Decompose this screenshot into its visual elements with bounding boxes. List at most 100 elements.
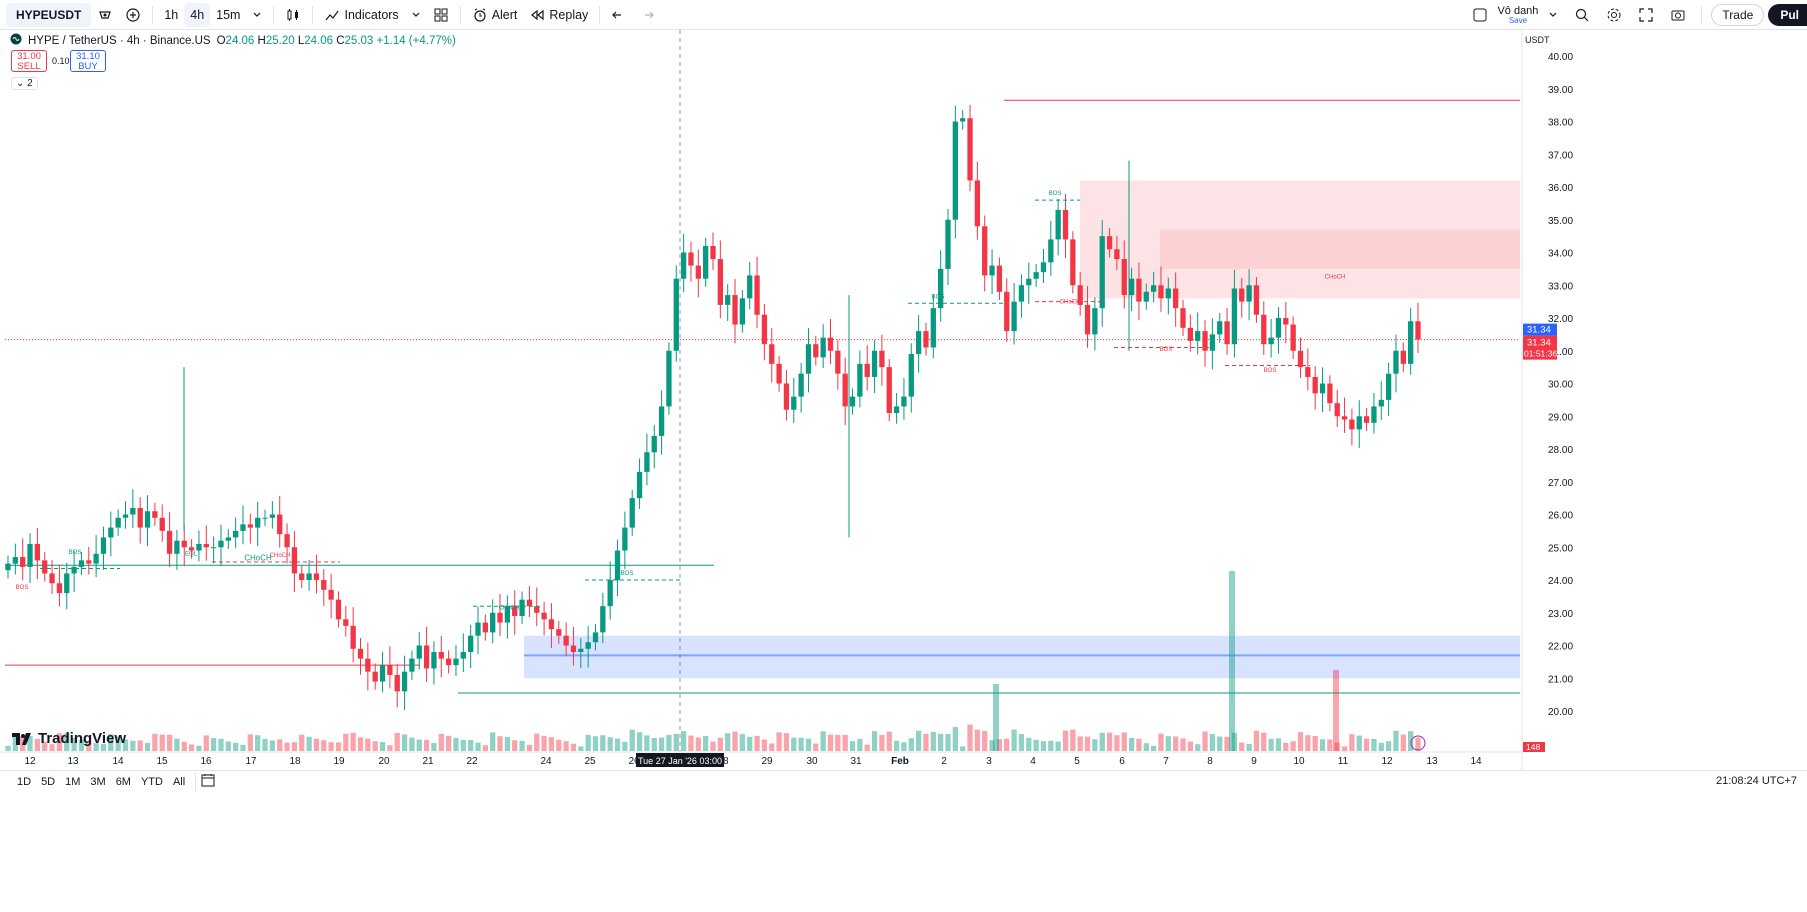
volume-bar: [1180, 738, 1186, 751]
buy-button[interactable]: 31.10 BUY: [70, 50, 106, 72]
candle-body: [512, 606, 518, 617]
volume-bar: [541, 735, 547, 751]
volume-bar: [5, 745, 11, 751]
candle-body: [1195, 331, 1201, 341]
volume-bar: [578, 746, 584, 751]
price-chart[interactable]: CHoCH BOS BOS CHoCH EQL CHoCH BOS CHoCH BOS CHoCH…: [0, 30, 1807, 770]
sell-label: SELL: [17, 61, 41, 72]
volume-bar: [49, 744, 55, 751]
candle-body: [1202, 331, 1208, 351]
redo-icon[interactable]: [633, 3, 661, 27]
time-tick-label: 22: [466, 756, 478, 767]
range-3m-button[interactable]: 3M: [90, 775, 106, 788]
legend-title[interactable]: HYPE / TetherUS · 4h · Binance.US: [28, 34, 211, 47]
range-6m-button[interactable]: 6M: [115, 775, 131, 788]
candle-body: [357, 648, 364, 659]
candle-body: [255, 517, 261, 528]
layout-checkbox-icon[interactable]: [1467, 3, 1493, 27]
structure-label: EQL: [185, 551, 198, 557]
volume-bar: [78, 739, 85, 751]
candle-body: [1011, 301, 1017, 332]
add-symbol-icon[interactable]: [119, 3, 147, 27]
volume-bar: [174, 738, 180, 751]
last-price-value-blue: 31.34: [1527, 325, 1551, 336]
candle-body: [468, 635, 474, 653]
tradingview-logo[interactable]: TradingView: [12, 730, 126, 747]
alert-button[interactable]: Alert: [466, 3, 524, 27]
volume-bar: [798, 737, 804, 751]
toolbar-divider: [312, 5, 314, 24]
goto-date-icon[interactable]: [201, 773, 215, 790]
candle-body: [277, 514, 283, 535]
volume-bar: [1231, 732, 1238, 751]
price-tick-label: 20.00: [1548, 707, 1573, 718]
clock-readout[interactable]: 21:08:24 UTC+7: [1715, 775, 1797, 787]
volume-bar: [813, 743, 819, 751]
candle-type-icon[interactable]: [279, 3, 307, 27]
range-ytd-button[interactable]: YTD: [140, 775, 163, 788]
range-5d-button[interactable]: 5D: [41, 775, 56, 788]
indicators-button[interactable]: Indicators: [318, 3, 404, 27]
time-tick-label: 16: [200, 756, 212, 767]
candle-body: [563, 635, 569, 646]
volume-bar: [725, 733, 731, 751]
candle-body: [1239, 288, 1245, 302]
volume-bar: [938, 733, 944, 751]
layouts-grid-icon[interactable]: [427, 3, 455, 27]
volume-bar: [365, 738, 371, 751]
user-menu[interactable]: Vô danh Save: [1497, 5, 1538, 25]
volume-bar: [769, 743, 775, 751]
volume-bar: [761, 739, 768, 751]
undo-icon[interactable]: [605, 3, 633, 27]
time-tick-label: 21: [422, 756, 434, 767]
indicators-chevron-icon[interactable]: [405, 3, 427, 27]
indicators-collapse-button[interactable]: ⌄ 2: [11, 77, 38, 90]
settings-gear-icon[interactable]: [1600, 3, 1628, 27]
volume-spike: [1333, 670, 1339, 751]
fullscreen-icon[interactable]: [1632, 3, 1660, 27]
candle-body: [71, 566, 77, 574]
interval-4h-button[interactable]: 4h: [184, 2, 211, 27]
range-all-button[interactable]: All: [172, 775, 186, 788]
interval-dropdown-chevron-icon[interactable]: [246, 3, 268, 27]
time-tick-label: 7: [1163, 756, 1169, 767]
symbol-search-button[interactable]: HYPEUSDT: [6, 2, 92, 27]
volume-bar: [108, 734, 114, 751]
volume-bar: [974, 729, 981, 751]
compare-icon[interactable]: [91, 3, 119, 27]
trade-label: Trade: [1722, 8, 1754, 22]
time-tick-label: 26: [628, 756, 640, 767]
volume-bar: [960, 746, 966, 751]
quick-search-icon[interactable]: [1568, 3, 1596, 27]
candle-body: [482, 622, 488, 633]
candle-body: [20, 557, 26, 567]
volume-bar: [622, 741, 628, 751]
volume-bar: [1158, 733, 1164, 751]
replay-button[interactable]: Replay: [523, 3, 594, 27]
candle-body: [372, 671, 378, 682]
range-1m-button[interactable]: 1M: [65, 775, 81, 788]
candle-body: [798, 373, 804, 397]
candle-body: [1356, 416, 1362, 430]
candle-body: [739, 298, 746, 325]
trade-button[interactable]: Trade: [1711, 4, 1765, 26]
user-chevron-icon[interactable]: [1542, 3, 1564, 27]
range-1d-button[interactable]: 1D: [17, 775, 32, 788]
structure-label: CHoCH: [270, 553, 291, 559]
interval-1h-button[interactable]: 1h: [158, 3, 184, 27]
candle-body: [1283, 318, 1289, 325]
structure-label: BOS: [1264, 368, 1277, 374]
camera-snapshot-icon[interactable]: [1664, 3, 1692, 27]
sell-button[interactable]: 31.00 SELL: [11, 50, 47, 72]
volume-bar: [952, 727, 958, 751]
volume-bar: [86, 742, 92, 751]
volume-bar: [747, 736, 753, 751]
publish-button[interactable]: Pul: [1768, 4, 1807, 26]
time-tick-label: 15: [156, 756, 168, 767]
candle-body: [622, 527, 628, 551]
candle-body: [387, 665, 393, 675]
volume-bar: [710, 741, 716, 751]
interval-15m-button[interactable]: 15m: [210, 3, 246, 27]
candle-body: [328, 589, 334, 600]
candle-body: [409, 658, 415, 672]
